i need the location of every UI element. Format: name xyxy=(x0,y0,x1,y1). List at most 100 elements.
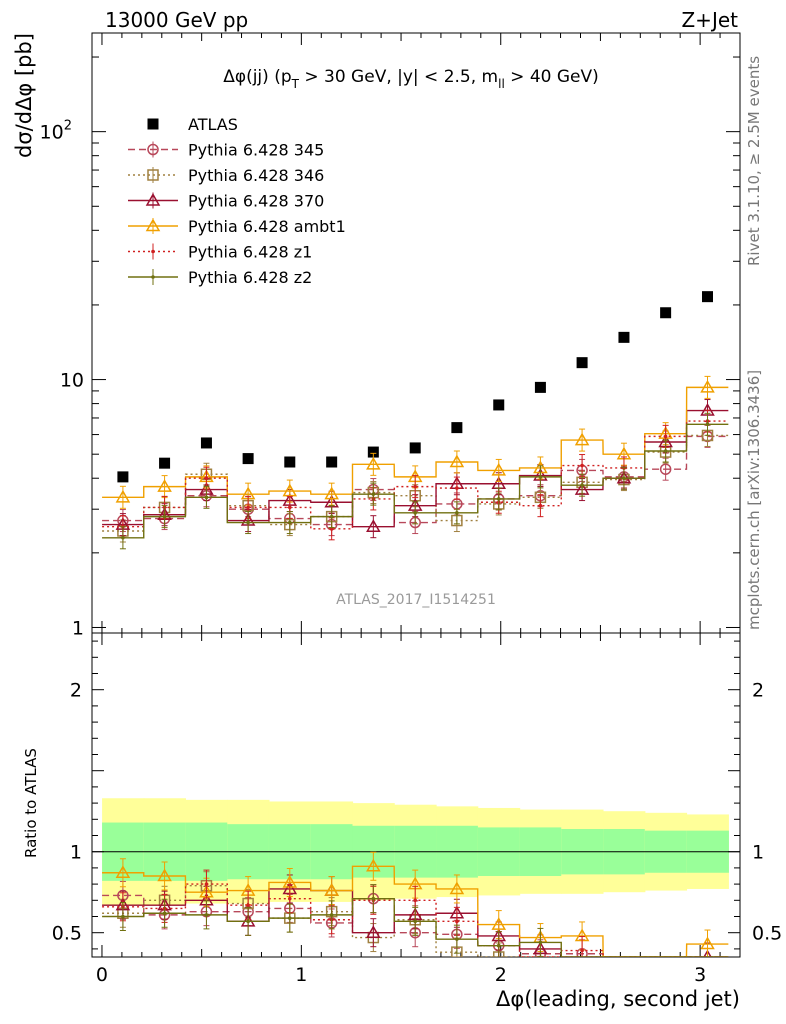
legend-label: Pythia 6.428 z2 xyxy=(188,268,312,287)
legend-item: Pythia 6.428 345 xyxy=(128,141,324,160)
ratio-y-tick-label-right: 0.5 xyxy=(752,923,782,945)
legend-item: ATLAS xyxy=(147,115,238,134)
x-tick-label: 2 xyxy=(495,964,507,986)
ratio-point xyxy=(413,898,418,903)
ratio-point xyxy=(455,937,459,941)
y-tick-label: 102 xyxy=(40,119,72,144)
ratio-point xyxy=(287,896,292,901)
data-point xyxy=(455,511,459,515)
data-point xyxy=(449,454,465,468)
legend-marker xyxy=(151,249,155,254)
ratio-point xyxy=(287,916,292,920)
data-point xyxy=(574,432,590,446)
legend-item: Pythia 6.428 z2 xyxy=(128,268,312,287)
ratio-series-pythia-6-428-z2 xyxy=(102,884,729,957)
data-point xyxy=(324,486,339,500)
series-atlas xyxy=(117,291,714,483)
ratio-point xyxy=(121,914,125,919)
data-point xyxy=(534,381,546,393)
title-sub: T xyxy=(291,77,300,91)
legend-marker xyxy=(145,192,161,206)
legend-item: Pythia 6.428 ambt1 xyxy=(128,217,346,236)
legend-label: Pythia 6.428 345 xyxy=(188,141,324,160)
ratio-frame xyxy=(91,632,741,958)
data-point xyxy=(538,475,543,479)
data-point xyxy=(576,357,588,369)
x-tick-label: 1 xyxy=(295,964,307,986)
legend-item: Pythia 6.428 z1 xyxy=(128,243,312,262)
data-point xyxy=(366,456,381,470)
data-point xyxy=(659,463,672,475)
title-part: Δφ(jj) (p xyxy=(223,67,291,87)
ratio-y-tick-label-left: 2 xyxy=(70,680,82,702)
data-point xyxy=(538,503,543,508)
ratio-point xyxy=(324,883,339,896)
analysis-watermark: ATLAS_2017_I1514251 xyxy=(336,592,496,608)
x-tick-label: 0 xyxy=(96,964,108,986)
title-sub: ll xyxy=(498,77,505,91)
ratio-point xyxy=(246,919,250,924)
data-point xyxy=(618,331,630,343)
data-point xyxy=(371,492,376,496)
ratio-point xyxy=(366,925,381,938)
legend-label: Pythia 6.428 z1 xyxy=(188,243,312,262)
data-point xyxy=(367,446,379,458)
ratio-y-tick-label-left: 0.5 xyxy=(52,923,82,945)
data-point xyxy=(162,514,167,519)
data-point xyxy=(663,449,668,453)
data-point xyxy=(117,471,129,483)
legend-marker xyxy=(147,143,159,156)
legend-marker xyxy=(147,118,159,130)
ratio-y-tick-label-right: 2 xyxy=(752,680,764,702)
y-tick-label: 10 xyxy=(60,370,84,392)
ratio-point xyxy=(157,868,172,882)
y-tick-label: 1 xyxy=(72,617,84,639)
ratio-point xyxy=(115,865,131,879)
tick-group xyxy=(92,33,740,957)
data-point xyxy=(366,519,381,532)
ratio-point xyxy=(366,858,381,872)
data-point xyxy=(455,486,459,490)
data-point xyxy=(663,434,668,439)
ratio-point xyxy=(204,913,209,917)
data-point xyxy=(159,457,171,469)
data-point xyxy=(580,483,584,487)
legend-marker xyxy=(147,169,159,181)
data-point xyxy=(660,307,672,319)
legend-marker xyxy=(145,218,161,232)
data-point xyxy=(491,462,507,476)
data-point xyxy=(204,495,209,500)
ratio-point xyxy=(246,903,250,907)
data-point xyxy=(282,483,298,497)
data-point xyxy=(580,463,584,468)
data-point xyxy=(284,456,296,468)
title-part: > 40 GeV) xyxy=(505,67,599,87)
data-point xyxy=(700,379,715,393)
ratio-point xyxy=(204,882,209,886)
legend-marker xyxy=(151,275,155,279)
data-point xyxy=(242,453,254,465)
data-point xyxy=(115,489,131,503)
series-pythia-6-428-z2 xyxy=(102,412,729,550)
data-point xyxy=(200,437,212,449)
data-point xyxy=(121,536,125,540)
legend-label: Pythia 6.428 370 xyxy=(188,192,324,211)
ratio-point xyxy=(580,948,584,953)
plot-title: Δφ(jj) (pT > 30 GeV, |y| < 2.5, mll > 40… xyxy=(223,67,599,91)
data-point xyxy=(702,291,714,303)
data-point xyxy=(329,514,334,519)
data-point xyxy=(622,476,626,481)
data-point xyxy=(413,511,418,515)
ratio-point xyxy=(538,940,543,945)
ratio-point xyxy=(455,919,459,924)
data-point xyxy=(493,399,505,411)
ratio-line xyxy=(102,897,729,957)
ratio-y-tick-label-right: 1 xyxy=(752,842,764,864)
data-point xyxy=(204,476,209,481)
ratio-point xyxy=(449,881,465,895)
x-axis-label: Δφ(leading, second jet) xyxy=(496,987,740,1011)
data-point xyxy=(413,484,418,489)
data-point xyxy=(705,422,710,427)
ratio-y-tick-label-left: 1 xyxy=(70,842,82,864)
ratio-point xyxy=(371,896,376,901)
